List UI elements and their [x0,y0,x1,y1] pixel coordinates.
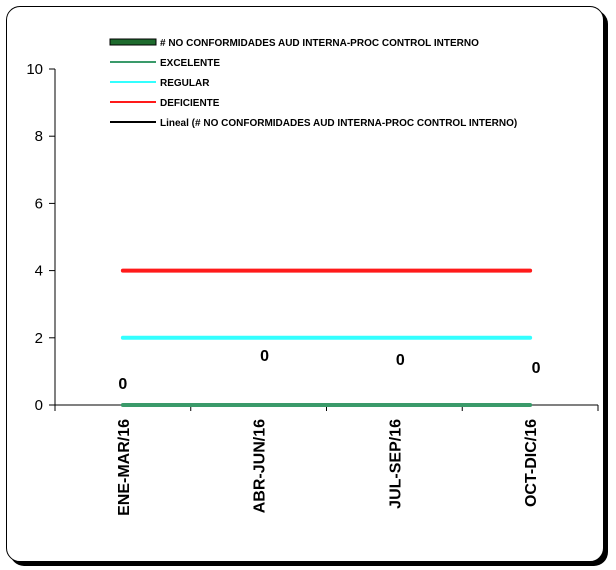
data-label: 0 [396,352,405,369]
legend-entry: # NO CONFORMIDADES AUD INTERNA-PROC CONT… [160,38,479,49]
y-axis: 0 2 4 6 8 10 [26,61,56,414]
data-labels: 0 0 0 0 [118,348,540,393]
chart-frame [6,6,604,562]
x-category-label: OCT-DIC/16 [523,419,540,507]
legend: # NO CONFORMIDADES AUD INTERNA-PROC CONT… [109,38,517,129]
legend-swatch [109,38,157,46]
data-label: 0 [260,348,269,365]
legend-entry: DEFICIENTE [160,98,220,109]
y-tick-label: 8 [35,128,43,145]
series-lines [120,268,533,407]
y-tick-label: 2 [35,330,43,347]
data-label: 0 [118,376,127,393]
legend-entry: EXCELENTE [160,58,220,69]
x-axis: ENE-MAR/16 ABR-JUN/16 JUL-SEP/16 OCT-DIC/16 [54,404,599,516]
x-category-label: ABR-JUN/16 [252,419,269,513]
y-tick-label: 4 [35,263,43,280]
y-tick-label: 10 [26,61,43,78]
x-category-label: JUL-SEP/16 [387,419,404,509]
x-category-label: ENE-MAR/16 [116,419,133,516]
legend-entry: Lineal (# NO CONFORMIDADES AUD INTERNA-P… [160,118,517,129]
data-label: 0 [532,360,541,377]
y-tick-label: 6 [35,195,43,212]
legend-entry: REGULAR [160,78,210,89]
y-tick-label: 0 [35,397,43,414]
